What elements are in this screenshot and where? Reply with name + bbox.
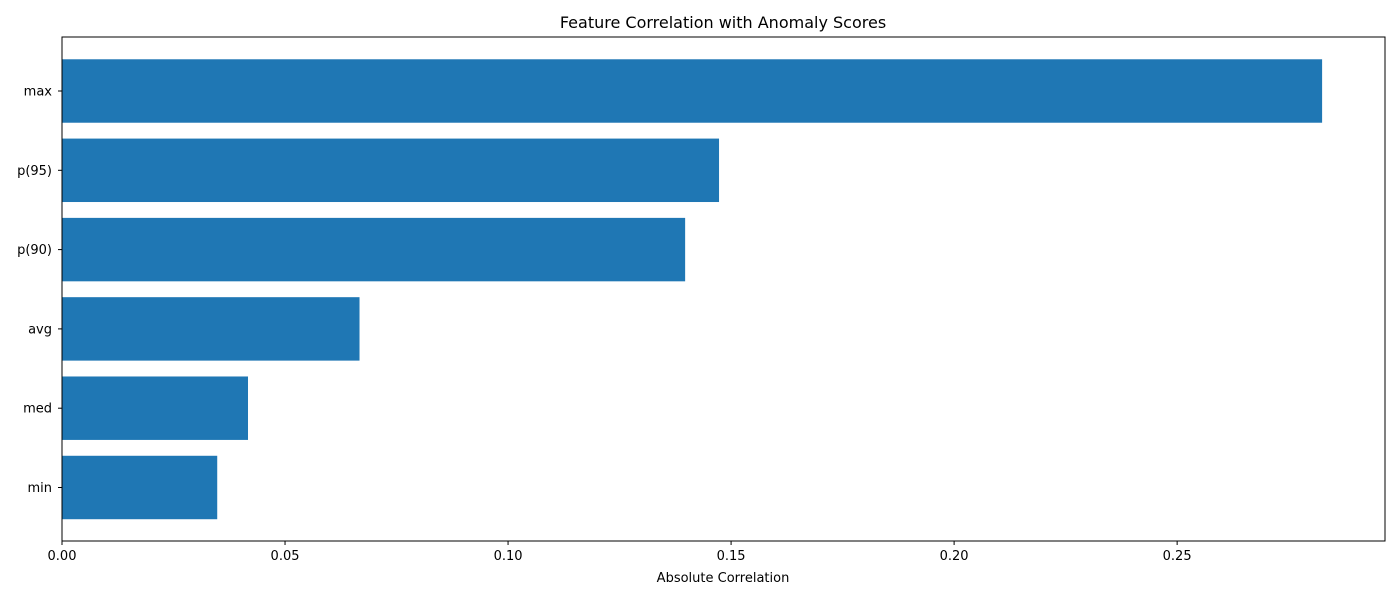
- x-axis-label: Absolute Correlation: [657, 571, 790, 586]
- chart-title: Feature Correlation with Anomaly Scores: [560, 13, 886, 32]
- x-tick-label: 0.15: [717, 549, 746, 564]
- bar-avg: [62, 297, 360, 361]
- x-tick-label: 0.25: [1163, 549, 1192, 564]
- y-tick-label: max: [24, 85, 53, 100]
- x-tick-label: 0.10: [494, 549, 523, 564]
- x-tick-label: 0.05: [271, 549, 300, 564]
- plot-frame: [61, 36, 1386, 542]
- x-tick-label: 0.20: [940, 549, 969, 564]
- y-axis-ticks: max p(95) p(90) avg med min: [17, 85, 62, 496]
- x-tick-label: 0.00: [48, 549, 77, 564]
- y-tick-label: p(95): [17, 164, 52, 179]
- bar-p95: [62, 138, 720, 203]
- x-axis-ticks: 0.00 0.05 0.10 0.15 0.20 0.25: [48, 541, 1192, 564]
- y-tick-label: med: [23, 402, 52, 417]
- bar-p90: [62, 217, 686, 282]
- y-tick-label: p(90): [17, 243, 52, 258]
- y-tick-label: avg: [28, 322, 52, 337]
- bars-group: [62, 59, 1323, 520]
- bar-med: [62, 376, 249, 440]
- y-tick-label: min: [27, 481, 52, 496]
- bar-min: [62, 455, 218, 520]
- bar-max: [62, 59, 1323, 123]
